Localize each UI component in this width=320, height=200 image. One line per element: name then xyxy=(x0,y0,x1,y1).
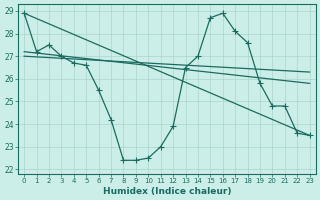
X-axis label: Humidex (Indice chaleur): Humidex (Indice chaleur) xyxy=(103,187,231,196)
